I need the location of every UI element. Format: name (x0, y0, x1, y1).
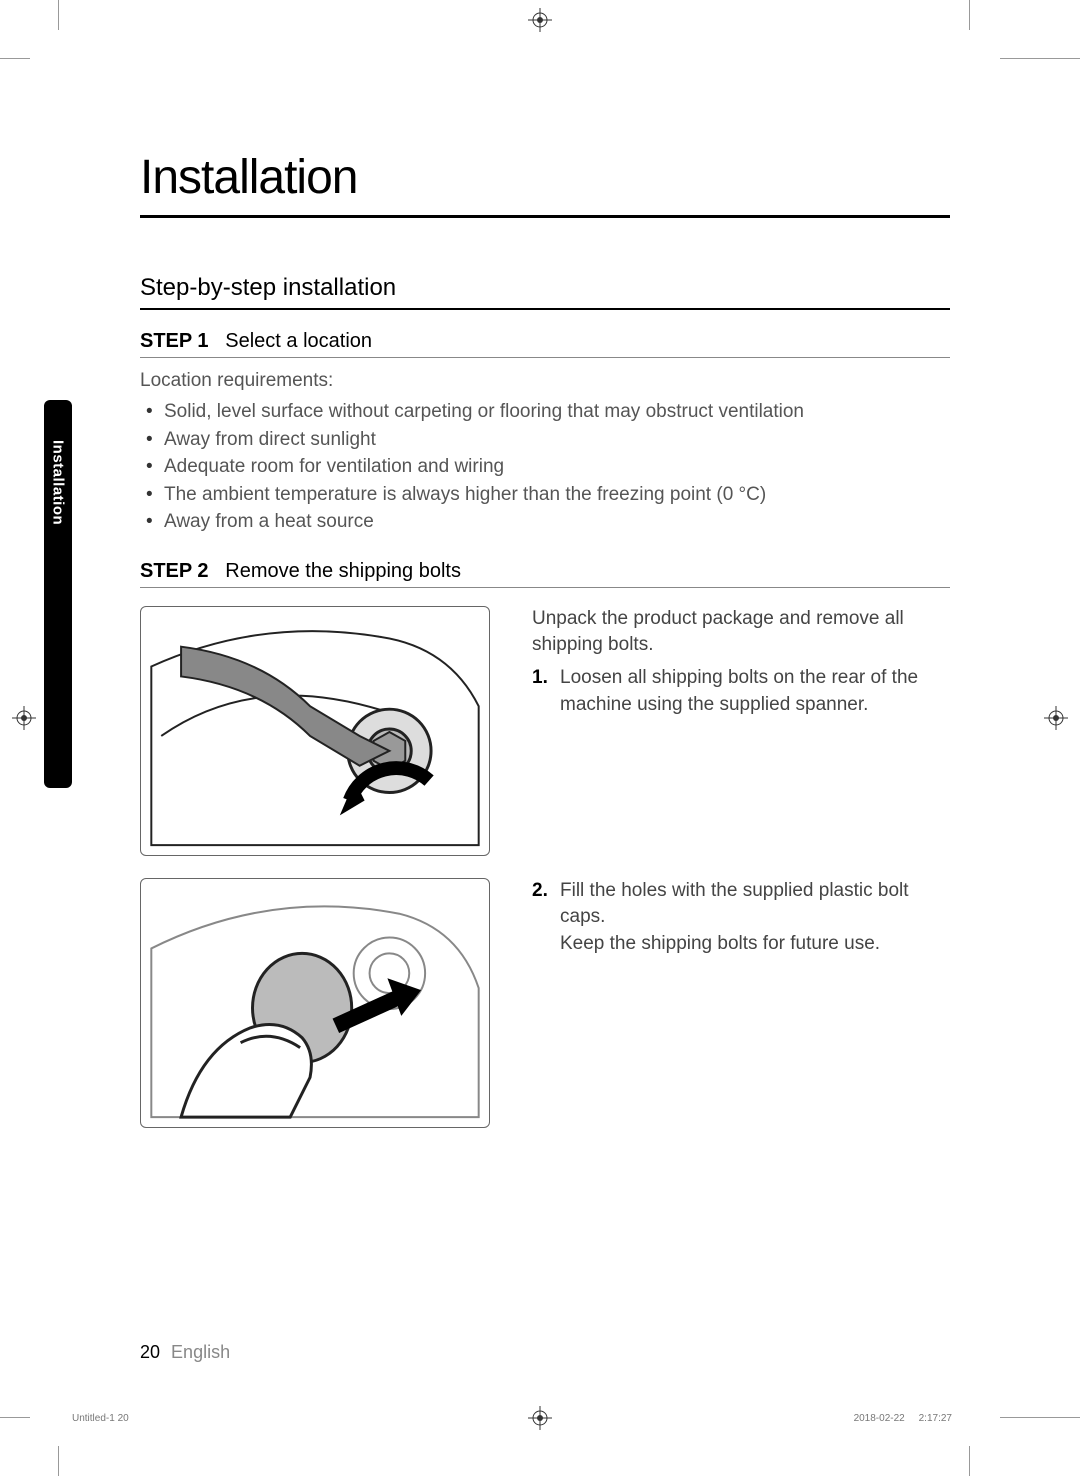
page-title: Installation (140, 150, 950, 218)
list-item-text: Fill the holes with the supplied plastic… (560, 880, 909, 928)
step-2-label: STEP 2 (140, 560, 209, 582)
step-2-list-1: Loosen all shipping bolts on the rear of… (532, 665, 950, 718)
page-number: 20 (140, 1342, 160, 1362)
section-title: Step-by-step installation (140, 274, 950, 310)
list-item: Away from a heat source (164, 508, 950, 536)
step-2-name: Remove the shipping bolts (225, 560, 461, 582)
step-1-header: STEP 1 Select a location (140, 330, 950, 358)
print-metadata: Untitled-1 20 2018-02-22 2:17:27 (72, 1413, 952, 1424)
step-2-header: STEP 2 Remove the shipping bolts (140, 560, 950, 588)
page-language: English (171, 1342, 230, 1362)
step-1-label: STEP 1 (140, 330, 209, 352)
step-2-list-2: Fill the holes with the supplied plastic… (532, 878, 950, 958)
list-item: Solid, level surface without carpeting o… (164, 398, 950, 426)
list-item: Loosen all shipping bolts on the rear of… (532, 665, 950, 718)
step-1-name: Select a location (225, 330, 372, 352)
illustration-loosen-bolt (140, 606, 490, 856)
print-file-name: Untitled-1 20 (72, 1413, 129, 1424)
page-footer: 20 English (140, 1342, 230, 1363)
list-item-text: Keep the shipping bolts for future use. (560, 933, 880, 954)
step-1-requirements-list: Solid, level surface without carpeting o… (140, 398, 950, 536)
list-item: Fill the holes with the supplied plastic… (532, 878, 950, 958)
illustration-bolt-cap (140, 878, 490, 1128)
list-item: The ambient temperature is always higher… (164, 481, 950, 509)
step-2-intro: Unpack the product package and remove al… (532, 606, 950, 659)
list-item: Adequate room for ventilation and wiring (164, 453, 950, 481)
list-item: Away from direct sunlight (164, 426, 950, 454)
print-time: 2:17:27 (919, 1413, 952, 1424)
step-1-intro: Location requirements: (140, 370, 950, 392)
print-date: 2018-02-22 (854, 1413, 905, 1424)
